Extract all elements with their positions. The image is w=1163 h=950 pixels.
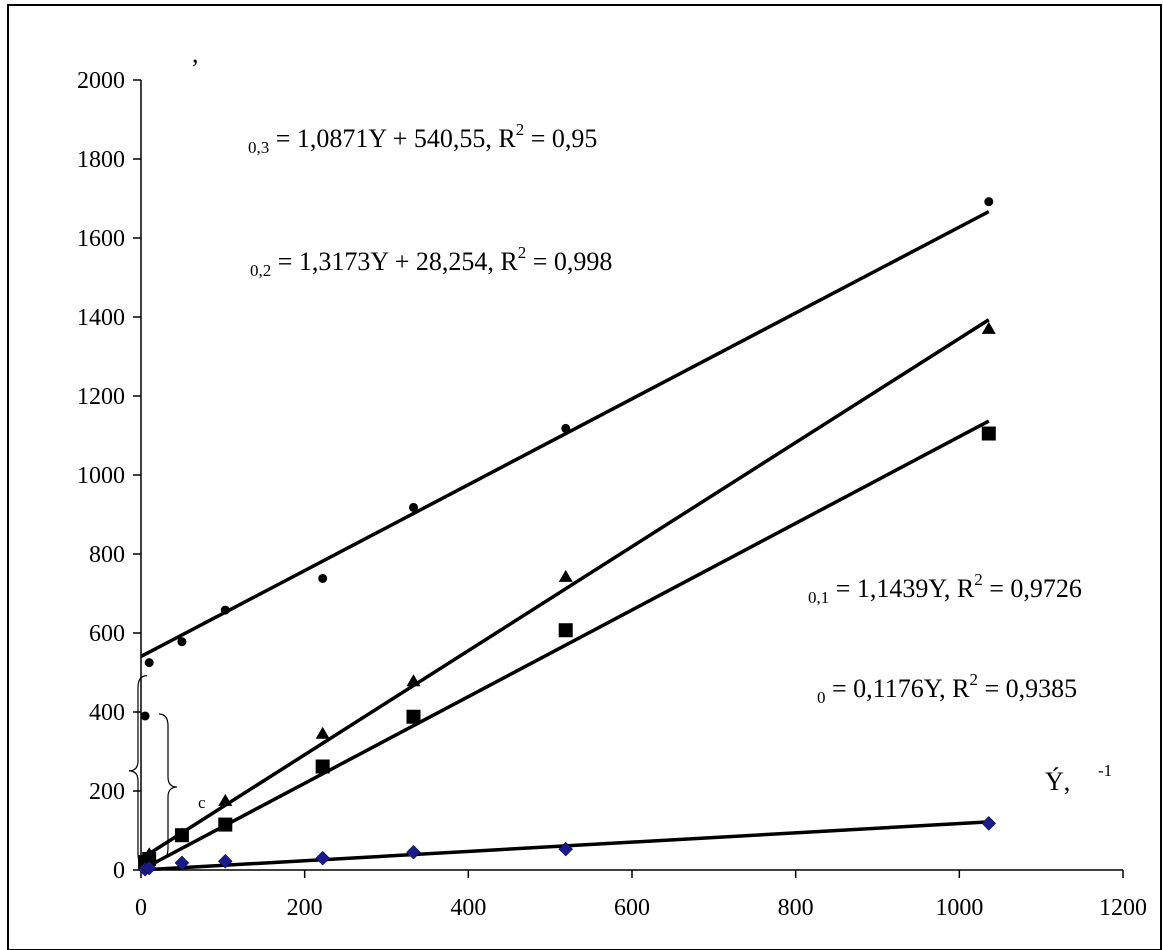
brace-label: c (198, 793, 206, 812)
y-axis-label: , (192, 39, 199, 68)
tick-labels: 0 200 400 600 800 1000 1200 1400 1600 1800 2000 0 20… (77, 68, 1147, 921)
y-tick-label: 2000 (77, 68, 125, 94)
brace-small (158, 713, 178, 861)
x-tick-label: 600 (614, 895, 650, 921)
point-square (174, 828, 189, 843)
equation-label-1: 0,2 = 1,3173Y + 28,254, R2 = 0,998 (250, 243, 612, 280)
axes (133, 79, 1124, 878)
x-tick-label: 1000 (935, 895, 983, 921)
point-triangle (981, 321, 996, 334)
point-circle (561, 423, 571, 433)
x-tick-label: 800 (778, 895, 814, 921)
point-diamond (315, 850, 331, 866)
x-tick-label: 1200 (1099, 895, 1147, 921)
y-tick-label: 0 (113, 858, 125, 884)
point-triangle (558, 569, 573, 582)
point-circle (177, 637, 187, 647)
point-diamond (174, 855, 190, 871)
point-circle (220, 605, 230, 615)
y-tick-label: 200 (89, 779, 125, 805)
equation-label-0: 0,3 = 1,0871Y + 540,55, R2 = 0,95 (248, 120, 597, 157)
point-diamond (141, 860, 157, 876)
point-triangle (315, 726, 330, 739)
point-square (981, 426, 996, 441)
point-square (406, 709, 421, 724)
point-circle (144, 658, 154, 668)
x-tick-label: 400 (450, 895, 486, 921)
y-tick-label: 1800 (77, 147, 125, 173)
x-tick-label: 0 (135, 895, 147, 921)
point-square (142, 851, 157, 866)
point-square (558, 623, 573, 638)
y-tick-label: 400 (89, 700, 125, 726)
point-circle (409, 502, 419, 512)
trend-line-2 (140, 419, 990, 872)
y-tick-label: 600 (89, 621, 125, 647)
y-tick-label: 1400 (77, 305, 125, 331)
point-diamond (558, 841, 574, 857)
equation-label-3: 0 = 0,1176Y, R2 = 0,9385 (817, 670, 1077, 707)
chart-frame (7, 4, 1162, 950)
point-circle (140, 711, 150, 721)
x-tick-label: 200 (287, 895, 323, 921)
point-diamond (217, 853, 233, 869)
y-tick-label: 800 (89, 542, 125, 568)
data-points (137, 197, 997, 877)
equation-labels: , Ý, -1 c 0,3 = 1,0871Y + 540,55, R2 = 0,95 0… (192, 39, 1112, 812)
trend-line-1 (140, 318, 990, 861)
point-triangle (406, 674, 421, 687)
point-square (218, 817, 233, 832)
equation-label-2: 0,1 = 1,1439Y, R2 = 0,9726 (808, 570, 1082, 607)
trend-line-0 (140, 210, 990, 659)
point-circle (984, 197, 994, 207)
point-circle (318, 573, 328, 583)
y-tick-label: 1600 (77, 226, 125, 252)
y-tick-label: 1200 (77, 384, 125, 410)
y-tick-label: 1000 (77, 463, 125, 489)
point-triangle (218, 793, 233, 806)
point-square (315, 759, 330, 774)
point-diamond (981, 816, 997, 831)
point-diamond (406, 844, 421, 860)
x-axis-label: Ý, (1045, 767, 1070, 796)
x-axis-label-sup: -1 (1098, 761, 1112, 780)
